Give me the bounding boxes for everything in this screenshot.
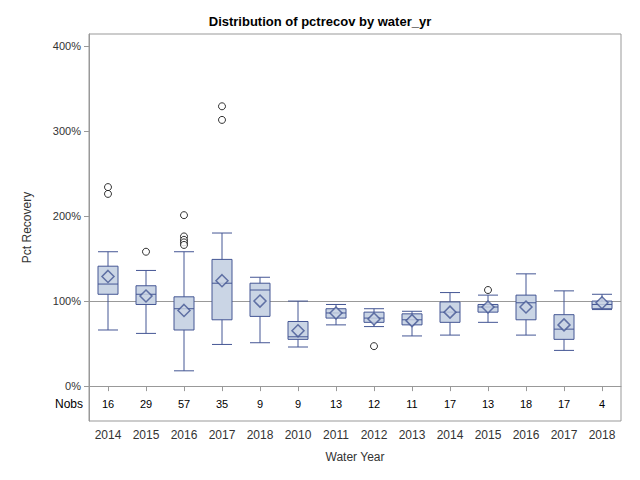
svg-text:18: 18 <box>520 398 532 410</box>
svg-text:11: 11 <box>406 398 417 410</box>
svg-text:400%: 400% <box>53 40 81 52</box>
svg-text:57: 57 <box>178 398 190 410</box>
svg-text:2015: 2015 <box>133 428 160 442</box>
svg-text:13: 13 <box>482 398 494 410</box>
svg-text:2018: 2018 <box>589 428 616 442</box>
svg-text:2013: 2013 <box>399 428 426 442</box>
svg-text:35: 35 <box>216 398 228 410</box>
svg-text:16: 16 <box>102 398 114 410</box>
svg-text:13: 13 <box>330 398 342 410</box>
svg-text:2016: 2016 <box>513 428 540 442</box>
svg-text:Water Year: Water Year <box>326 450 385 464</box>
svg-text:Distribution of pctrecov by wa: Distribution of pctrecov by water_yr <box>209 14 432 29</box>
svg-text:2017: 2017 <box>209 428 236 442</box>
svg-text:4: 4 <box>599 398 605 410</box>
svg-text:2014: 2014 <box>95 428 122 442</box>
svg-text:9: 9 <box>295 398 301 410</box>
svg-text:17: 17 <box>444 398 456 410</box>
svg-text:2010: 2010 <box>285 428 312 442</box>
svg-text:12: 12 <box>368 398 380 410</box>
svg-text:Nobs: Nobs <box>55 397 83 411</box>
svg-text:200%: 200% <box>53 210 81 222</box>
svg-text:9: 9 <box>257 398 263 410</box>
svg-text:2017: 2017 <box>551 428 578 442</box>
svg-text:2011: 2011 <box>323 428 349 442</box>
svg-text:2016: 2016 <box>171 428 198 442</box>
svg-text:300%: 300% <box>53 125 81 137</box>
svg-text:0%: 0% <box>65 380 81 392</box>
svg-text:Pct Recovery: Pct Recovery <box>20 192 34 263</box>
svg-text:2018: 2018 <box>247 428 274 442</box>
svg-text:17: 17 <box>558 398 570 410</box>
svg-text:100%: 100% <box>53 295 81 307</box>
svg-text:29: 29 <box>140 398 152 410</box>
svg-text:2012: 2012 <box>361 428 388 442</box>
svg-text:2015: 2015 <box>475 428 502 442</box>
svg-text:2014: 2014 <box>437 428 464 442</box>
